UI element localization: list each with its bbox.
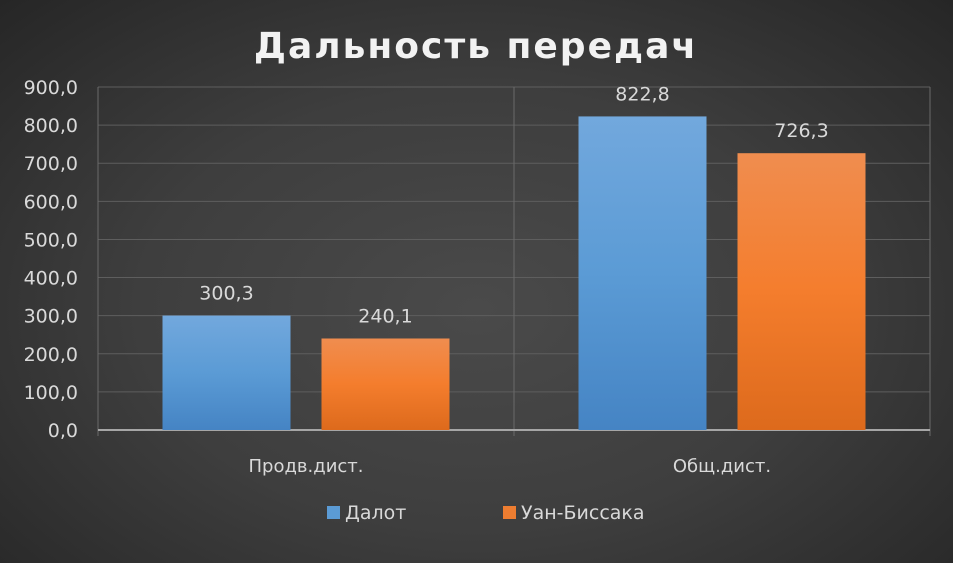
legend-label: Далот: [345, 502, 406, 524]
y-tick-label: 400,0: [24, 268, 78, 290]
y-tick-label: 100,0: [24, 382, 78, 404]
legend-label: Уан-Биссака: [521, 502, 645, 524]
bar-Уан-Биссака: [737, 153, 866, 430]
y-tick-label: 200,0: [24, 344, 78, 366]
y-tick-label: 800,0: [24, 115, 78, 137]
y-tick-label: 300,0: [24, 306, 78, 328]
legend-swatch: [327, 506, 340, 519]
x-tick-label: Продв.дист.: [249, 456, 364, 477]
y-tick-label: 700,0: [24, 153, 78, 175]
data-label: 300,3: [199, 283, 253, 305]
y-tick-label: 500,0: [24, 229, 78, 251]
bar-Далот: [578, 116, 707, 430]
chart-title: Дальность передач: [254, 26, 698, 67]
bar-Далот: [162, 315, 291, 430]
data-label: 240,1: [358, 305, 412, 327]
x-tick-label: Общ.дист.: [673, 456, 771, 477]
bar-Уан-Биссака: [321, 338, 450, 430]
y-tick-label: 0,0: [48, 420, 78, 442]
y-tick-label: 600,0: [24, 191, 78, 213]
data-label: 726,3: [774, 120, 828, 142]
data-label: 822,8: [615, 83, 669, 105]
y-tick-label: 900,0: [24, 77, 78, 99]
legend-swatch: [503, 506, 516, 519]
